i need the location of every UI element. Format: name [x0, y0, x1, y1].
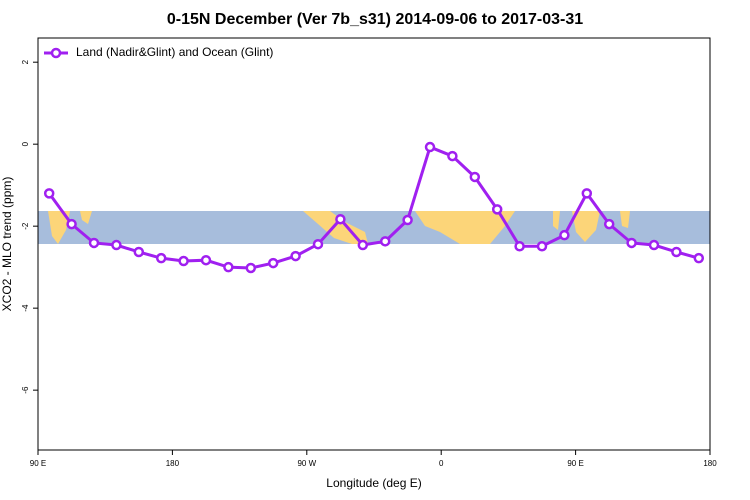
x-tick-label: 0	[439, 459, 444, 468]
y-tick-label: -6	[21, 386, 30, 394]
x-tick-label: 90 E	[567, 459, 583, 468]
data-point	[447, 150, 458, 162]
y-tick-label: 0	[21, 141, 30, 146]
data-point	[357, 239, 369, 251]
data-point	[267, 257, 279, 269]
data-point	[648, 239, 660, 251]
y-tick-label: -2	[21, 222, 30, 230]
data-point	[200, 254, 212, 266]
data-point	[514, 241, 525, 252]
x-tick-label: 180	[166, 459, 180, 468]
legend-marker	[50, 47, 62, 59]
data-point	[693, 252, 705, 264]
map-band	[38, 211, 710, 244]
x-tick-label: 90 W	[297, 459, 316, 468]
data-point	[402, 214, 413, 226]
data-point	[43, 188, 55, 199]
legend-label: Land (Nadir&Glint) and Ocean (Glint)	[76, 45, 273, 59]
plot-frame	[37, 37, 711, 451]
series-line	[47, 145, 700, 270]
data-point	[559, 229, 570, 241]
data-point	[671, 246, 682, 258]
data-point	[133, 246, 145, 258]
data-point	[155, 252, 167, 264]
data-point	[469, 171, 481, 183]
data-point	[66, 218, 77, 230]
data-point	[536, 241, 548, 252]
data-point	[290, 250, 301, 262]
data-point	[379, 236, 391, 247]
y-tick-label: -4	[21, 304, 30, 312]
data-point	[88, 237, 100, 249]
data-point	[581, 188, 593, 199]
chart-title: 0-15N December (Ver 7b_s31) 2014-09-06 t…	[167, 11, 583, 28]
data-point	[603, 218, 615, 230]
data-point	[223, 261, 234, 273]
y-axis-label: XCO2 - MLO trend (ppm)	[0, 177, 14, 312]
data-point	[626, 237, 637, 249]
y-tick-label: 2	[21, 59, 30, 64]
data-point	[178, 255, 189, 267]
data-point	[491, 204, 503, 215]
data-point	[312, 238, 324, 250]
x-axis-label: Longitude (deg E)	[326, 476, 421, 490]
data-point	[111, 239, 122, 251]
x-tick-label: 90 E	[30, 459, 46, 468]
data-point	[335, 213, 346, 225]
data-point	[424, 141, 436, 153]
data-point	[245, 262, 257, 274]
x-tick-label: 180	[703, 459, 717, 468]
